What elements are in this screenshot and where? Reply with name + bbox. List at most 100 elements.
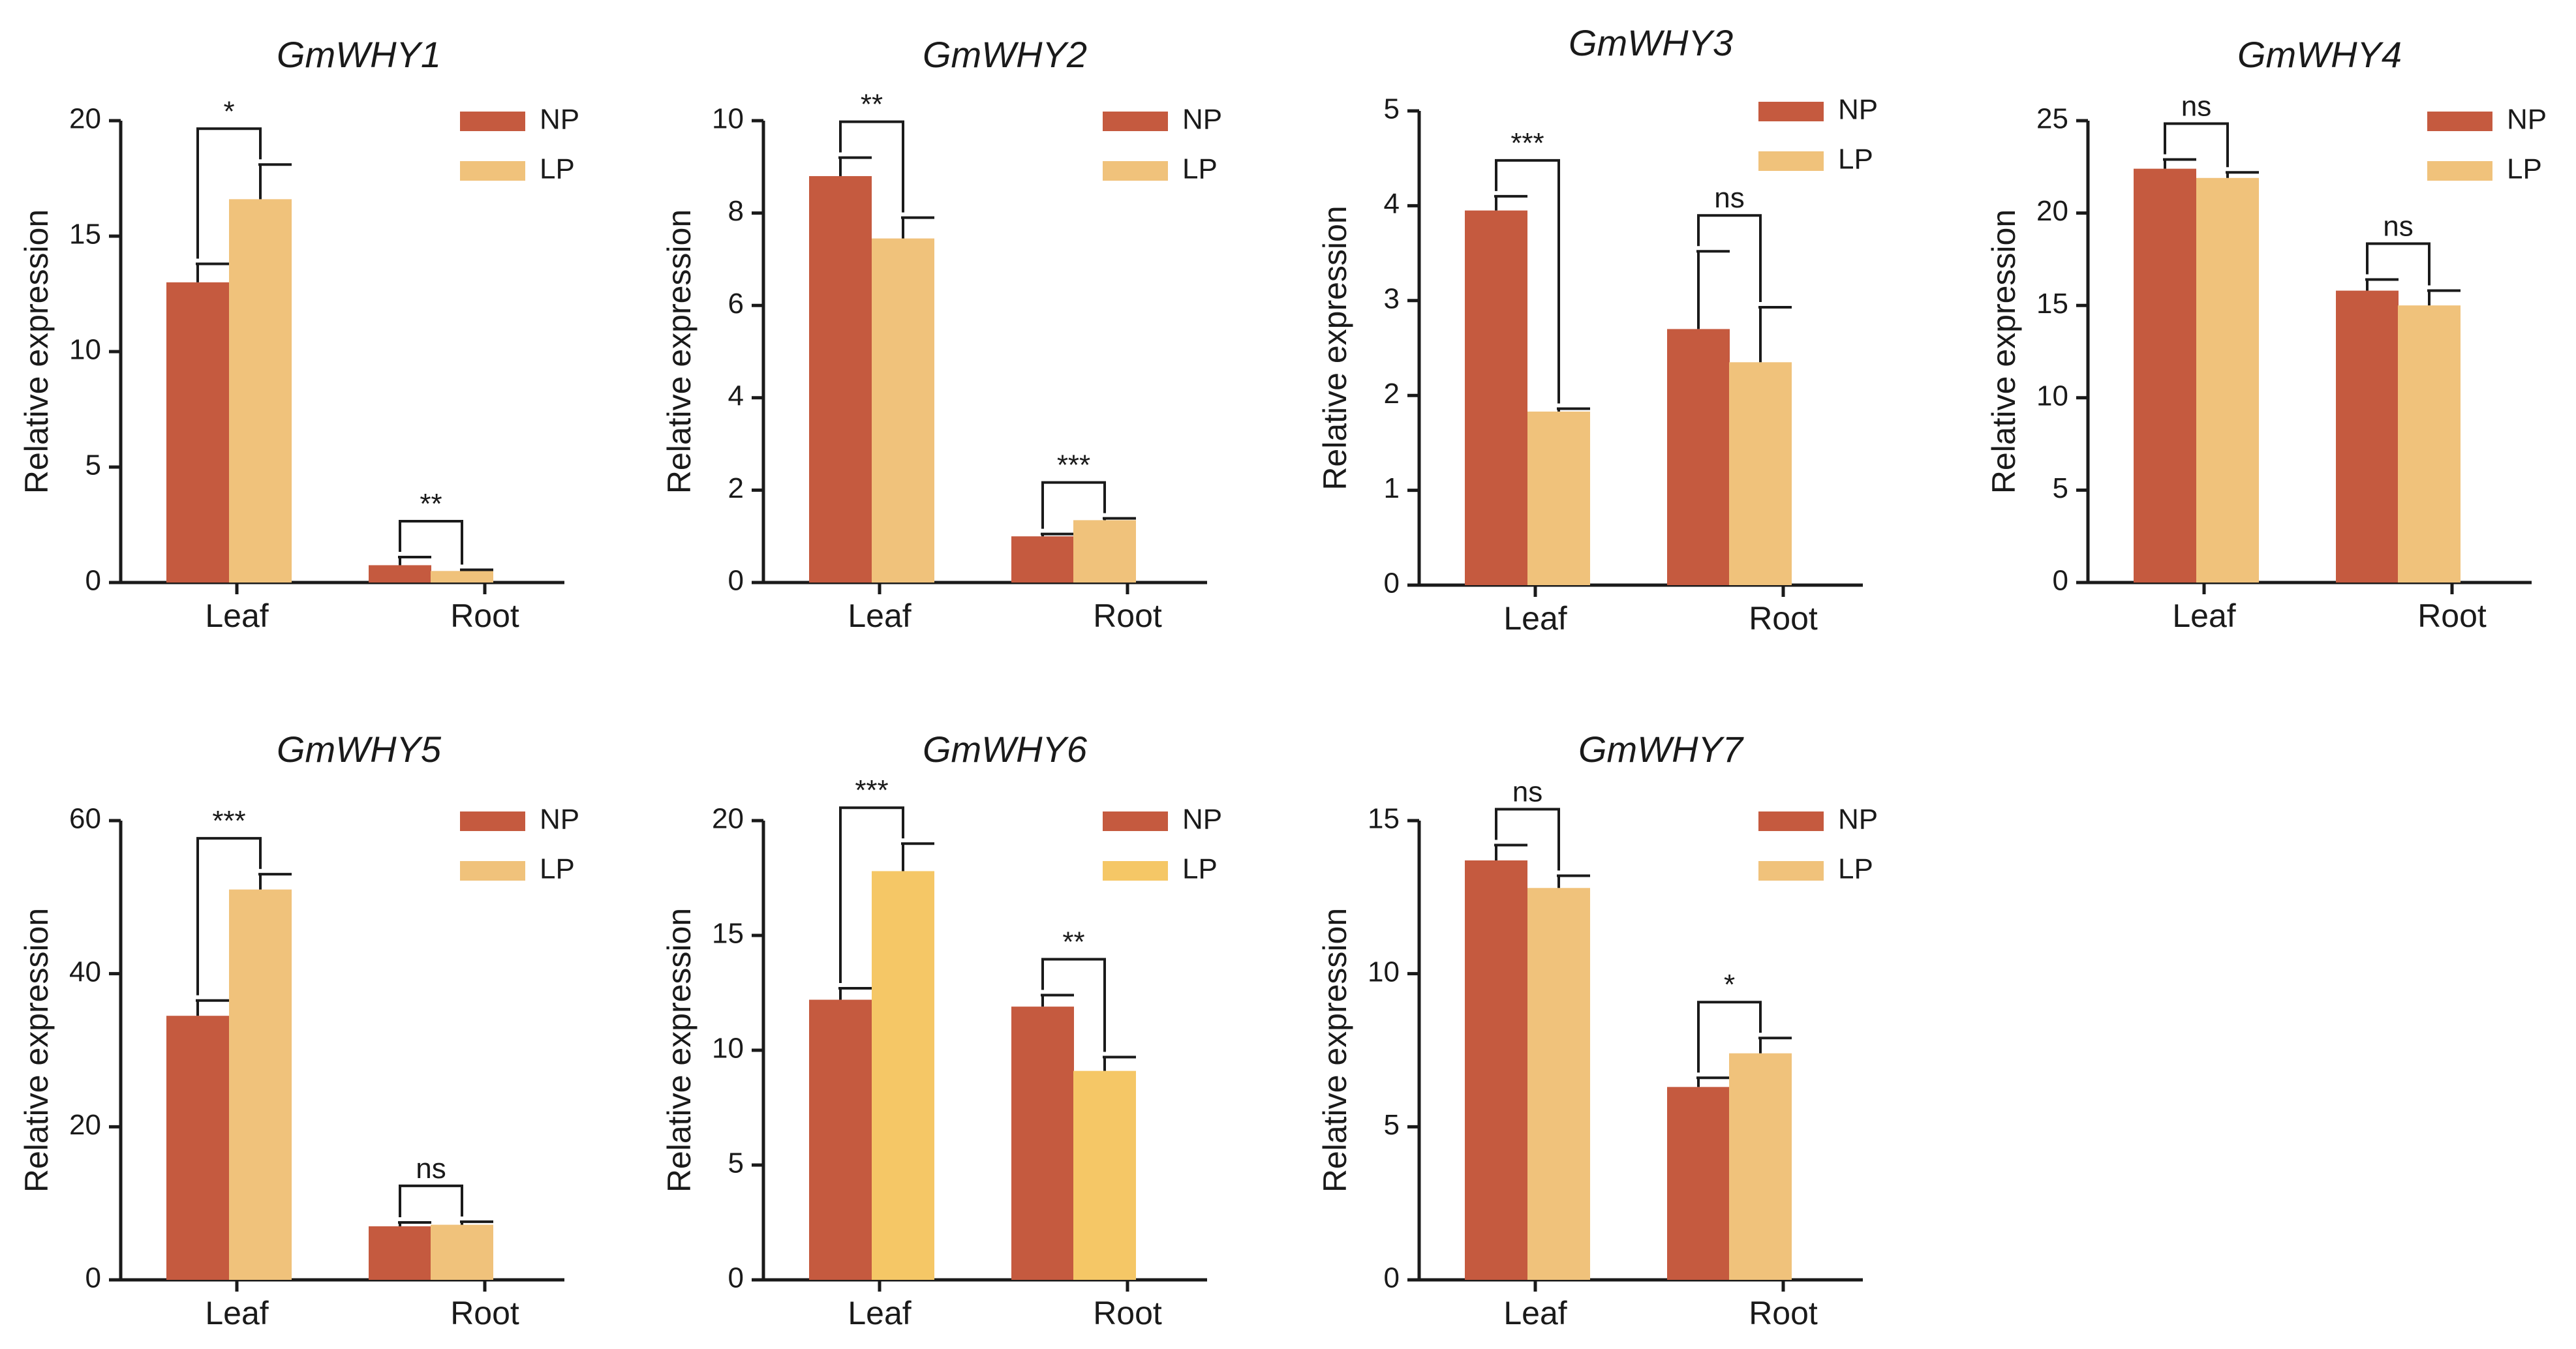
y-axis-label: Relative expression [661,908,698,1192]
significance-label: ** [420,488,442,520]
chart-panel-GmWHY7: GmWHY7 Relative expression 0 5 10 15 Leaf Root n… [1317,729,1878,1331]
bar-LP-Leaf [229,199,292,583]
x-tick-label: Leaf [1503,600,1567,637]
y-axis-label: Relative expression [18,209,55,494]
error-bar [258,873,292,890]
x-tick-label: Root [1093,598,1162,634]
y-tick-label: 20 [69,103,101,135]
x-tick-label: Root [450,1295,519,1331]
legend-label: LP [1838,853,1873,885]
error-bar [196,262,229,282]
bar-LP-Root [1729,1053,1792,1280]
chart-panel-GmWHY6: GmWHY6 Relative expression 0 5 10 15 20 Leaf Roo… [661,729,1222,1331]
significance-bracket [1041,481,1106,529]
y-tick-label: 5 [85,449,101,481]
y-tick-label: 15 [712,918,744,950]
y-tick-label: 20 [69,1109,101,1141]
y-tick-label: 25 [2036,103,2068,135]
error-bar [838,986,872,1000]
bar-LP-Root [431,1224,493,1280]
x-tick-label: Root [450,598,519,634]
legend-swatch-NP [1758,811,1824,831]
x-tick-label: Leaf [205,598,268,634]
significance-label: *** [1057,449,1090,481]
error-bar [1103,517,1136,521]
chart-panel-GmWHY5: GmWHY5 Relative expression 0 20 40 60 Leaf Root… [18,729,579,1331]
bar-LP-Leaf [1527,888,1590,1280]
y-tick-label: 20 [712,803,744,835]
significance-bracket [1697,1001,1762,1073]
bar-LP-Leaf [872,238,934,583]
chart-panel-GmWHY2: GmWHY2 Relative expression 0 2 4 6 8 10 Leaf Root… [661,34,1222,634]
significance-bracket [1041,958,1106,1052]
significance-label: ns [1714,182,1744,214]
significance-bracket [2164,122,2229,168]
y-tick-label: 10 [2036,380,2068,412]
legend-label: LP [540,153,575,185]
y-tick-label: 1 [1384,472,1400,504]
y-tick-label: 10 [712,1033,744,1065]
x-tick-label: Root [2417,598,2487,634]
bar-LP-Root [1073,1070,1136,1280]
y-tick-label: 4 [1384,188,1400,220]
bar-LP-Leaf [2196,177,2259,583]
legend-label: NP [1838,804,1878,836]
significance-bracket [196,837,262,995]
legend-swatch-LP [460,861,525,881]
significance-bracket [1495,808,1560,871]
error-bar [1758,305,1792,363]
error-bar [1494,843,1527,861]
significance-bracket [1697,214,1762,302]
significance-bracket [196,127,262,259]
x-tick-label: Leaf [2172,598,2235,634]
y-tick-label: 0 [2053,565,2068,597]
error-bar [1103,1055,1136,1071]
y-tick-label: 4 [728,380,744,412]
x-tick-label: Root [1749,1295,1818,1331]
bar-LP-Root [1729,362,1792,585]
significance-label: *** [1510,127,1544,159]
legend-swatch-LP [1103,161,1168,181]
significance-label: ns [2181,90,2211,122]
y-tick-label: 8 [728,195,744,227]
error-bar [1696,1076,1730,1087]
significance-label: ns [2383,211,2413,243]
legend-swatch-LP [1758,861,1824,881]
bar-NP-Root [1011,1007,1074,1280]
chart-panel-GmWHY3: GmWHY3 Relative expression 0 1 2 3 4 5 Leaf Root *… [1317,22,1878,637]
legend-label: LP [1182,153,1218,185]
y-tick-label: 60 [69,803,101,835]
legend-label: NP [1182,104,1222,136]
y-tick-label: 15 [2036,288,2068,320]
y-axis-label: Relative expression [661,209,698,494]
x-tick-label: Root [1093,1295,1162,1331]
legend-swatch-NP [1103,112,1168,131]
y-tick-label: 0 [728,565,744,597]
error-bar [901,842,934,872]
chart-title: GmWHY1 [277,34,441,75]
chart-title: GmWHY5 [277,729,442,770]
bar-LP-Root [2398,305,2461,583]
significance-bracket [2366,242,2430,286]
error-bar [2365,278,2399,291]
y-tick-label: 2 [728,472,744,504]
significance-label: ns [416,1153,446,1185]
chart-title: GmWHY2 [923,34,1087,75]
x-tick-label: Leaf [848,598,911,634]
bar-NP-Root [369,565,431,583]
error-bar [1041,993,1074,1007]
bar-NP-Leaf [166,282,229,583]
significance-label: ** [1062,926,1084,958]
bar-NP-Root [369,1226,431,1280]
error-bar [2163,158,2196,169]
legend-swatch-NP [460,811,525,831]
error-bar [2427,289,2461,306]
legend-label: NP [1838,94,1878,126]
y-tick-label: 10 [69,334,101,366]
y-tick-label: 20 [2036,195,2068,227]
legend-swatch-NP [460,112,525,131]
y-axis-label: Relative expression [1317,205,1353,490]
significance-label: * [1724,969,1735,1001]
chart-panel-GmWHY4: GmWHY4 Relative expression 0 5 10 15 20 25 Leaf R… [1986,34,2547,634]
error-bar [460,568,493,571]
